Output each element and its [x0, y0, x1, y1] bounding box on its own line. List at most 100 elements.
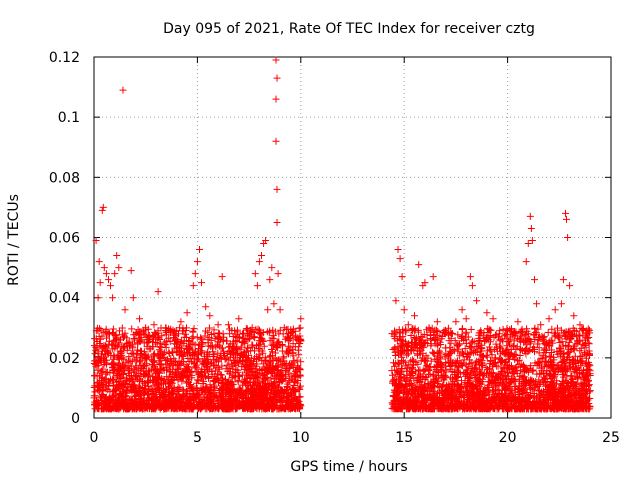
data-point — [272, 349, 279, 357]
data-point — [99, 344, 107, 352]
data-point — [102, 360, 110, 368]
data-point — [126, 358, 134, 366]
y-tick-label: 0.02 — [49, 351, 80, 367]
data-point — [108, 359, 116, 367]
data-point — [281, 405, 289, 413]
data-point — [115, 398, 123, 406]
data-point — [169, 349, 177, 356]
data-point — [429, 348, 437, 356]
data-point — [141, 370, 148, 378]
data-point — [275, 330, 283, 338]
data-point — [245, 357, 253, 364]
data-points — [90, 56, 594, 413]
data-point — [286, 360, 293, 368]
data-point — [133, 354, 141, 362]
data-point — [112, 336, 120, 343]
data-point — [282, 359, 290, 367]
data-point — [167, 355, 175, 363]
data-point — [258, 367, 266, 374]
data-point — [271, 378, 279, 386]
data-point — [184, 395, 192, 403]
data-point — [100, 355, 107, 363]
data-point — [160, 392, 168, 400]
data-point — [256, 328, 264, 336]
data-point — [237, 343, 245, 351]
data-point — [231, 354, 239, 362]
data-point — [227, 378, 235, 386]
data-point — [118, 348, 126, 356]
data-point — [168, 376, 176, 384]
data-point — [218, 386, 226, 394]
x-tick-labels: 0 5 10 15 20 25 — [90, 430, 620, 446]
data-point — [248, 324, 256, 332]
data-point — [258, 357, 266, 365]
data-point — [118, 324, 126, 332]
data-point — [136, 338, 144, 346]
data-point — [105, 379, 113, 387]
data-point — [213, 355, 221, 363]
data-point — [102, 399, 110, 407]
data-point — [197, 405, 204, 413]
data-point — [280, 404, 288, 412]
data-point — [108, 393, 116, 401]
data-point — [170, 331, 178, 339]
data-point — [95, 383, 103, 391]
data-point — [270, 335, 278, 343]
data-point — [162, 324, 170, 332]
data-point — [112, 391, 120, 399]
data-point — [145, 391, 152, 399]
data-point — [228, 404, 236, 412]
data-point — [203, 385, 211, 393]
data-point — [226, 325, 233, 333]
data-point — [102, 368, 110, 376]
data-point — [130, 381, 138, 389]
data-point — [131, 389, 139, 396]
data-point — [114, 361, 122, 369]
data-point — [113, 399, 121, 407]
data-point — [253, 369, 261, 376]
data-point — [297, 382, 304, 390]
data-point — [93, 358, 101, 366]
data-point — [167, 325, 175, 333]
data-point — [296, 332, 304, 340]
data-point — [192, 363, 200, 371]
data-point — [279, 387, 286, 395]
data-point — [118, 373, 126, 381]
data-point — [198, 369, 206, 377]
data-point — [215, 379, 222, 387]
data-point — [217, 344, 225, 352]
data-point — [176, 398, 184, 406]
data-point — [156, 369, 164, 377]
data-point — [535, 349, 543, 357]
data-point — [289, 325, 297, 333]
data-point — [291, 404, 299, 412]
data-point — [132, 362, 140, 370]
data-point — [227, 401, 235, 409]
data-point — [135, 401, 143, 409]
data-point — [268, 366, 276, 374]
data-point — [220, 350, 228, 358]
data-point — [105, 340, 113, 348]
data-point — [226, 340, 234, 348]
data-point — [253, 342, 260, 350]
data-point — [94, 404, 102, 412]
data-point — [195, 345, 203, 353]
data-point — [243, 347, 251, 355]
data-point — [218, 371, 226, 379]
data-point — [174, 366, 182, 374]
data-point — [134, 326, 142, 334]
data-point — [132, 364, 140, 372]
data-point — [414, 326, 422, 334]
data-point — [233, 333, 241, 341]
data-point — [273, 357, 281, 364]
data-point — [212, 343, 220, 351]
data-point — [156, 350, 164, 358]
data-point — [123, 334, 131, 342]
data-point — [103, 334, 110, 342]
data-point — [91, 335, 98, 343]
data-point — [229, 365, 237, 373]
data-point — [228, 344, 236, 352]
data-point — [221, 355, 229, 363]
data-point — [123, 346, 131, 354]
